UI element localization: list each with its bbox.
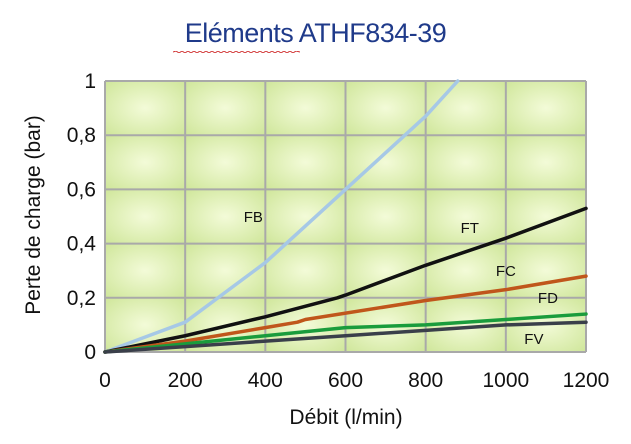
plot-cell — [185, 135, 266, 190]
y-tick-label: 0,8 — [67, 124, 96, 147]
y-axis-title: Perte de charge (bar) — [22, 115, 45, 315]
plot-cell — [265, 135, 346, 190]
series-line-fv — [103, 320, 588, 354]
plot-cell — [265, 189, 346, 244]
plot-cell — [265, 81, 346, 136]
series-layer — [103, 79, 588, 354]
series-label-fd: FD — [538, 290, 558, 307]
series-line-ft — [103, 206, 588, 354]
y-axis-ticks: 0 0,2 0,4 0,6 0,8 1 — [67, 70, 97, 364]
plot-cell — [185, 189, 266, 244]
plot-cell — [425, 135, 506, 190]
x-tick-label: 1200 — [563, 369, 610, 392]
series-label-fc: FC — [496, 263, 516, 280]
x-tick-label: 0 — [99, 369, 111, 392]
y-tick-label: 0,4 — [67, 233, 97, 256]
series-line-fc — [103, 274, 588, 354]
x-axis-title: Débit (l/min) — [289, 406, 402, 429]
grid-lines — [104, 80, 587, 353]
plot-cell — [105, 135, 186, 190]
chart-title: Eléments ATHF834-39 — [184, 18, 447, 48]
plot-cell — [505, 135, 586, 190]
plot-cell — [505, 81, 586, 136]
x-tick-label: 1000 — [482, 369, 529, 392]
plot-cell — [345, 135, 426, 190]
x-tick-label: 400 — [248, 369, 283, 392]
series-labels: FB FT FC FD FV — [244, 209, 558, 348]
x-tick-label: 200 — [168, 369, 203, 392]
series-label-fb: FB — [244, 209, 263, 226]
series-label-ft: FT — [461, 220, 479, 237]
series-line-fb — [103, 79, 460, 354]
y-tick-label: 0,6 — [67, 178, 96, 201]
y-tick-label: 0,2 — [67, 287, 96, 310]
plot-cell — [425, 81, 506, 136]
plot-cell — [425, 189, 506, 244]
plot-cell — [185, 81, 266, 136]
series-label-fv: FV — [524, 331, 543, 348]
plot-cell — [105, 243, 186, 298]
plot-background — [105, 81, 586, 352]
y-tick-label: 0 — [84, 341, 96, 364]
plot-cell — [345, 189, 426, 244]
x-tick-label: 600 — [328, 369, 363, 392]
y-tick-label: 1 — [84, 70, 96, 93]
series-line-fd — [103, 312, 588, 354]
plot-cell — [105, 189, 186, 244]
x-axis-ticks: 0 200 400 600 800 1000 1200 — [99, 369, 609, 392]
plot-cell — [105, 81, 186, 136]
x-tick-label: 800 — [408, 369, 443, 392]
